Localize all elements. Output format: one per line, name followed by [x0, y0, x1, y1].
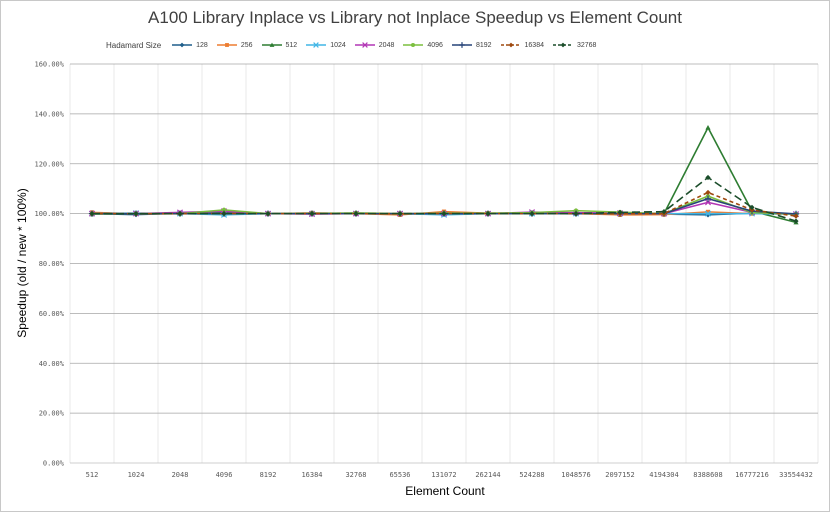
legend-swatch	[261, 42, 282, 47]
legend-label: 32768	[576, 41, 597, 49]
x-tick-label: 4096	[216, 471, 233, 479]
series-512	[89, 124, 799, 225]
x-tick-label: 65536	[389, 471, 410, 479]
y-tick-label: 80.00%	[39, 260, 65, 268]
legend-item: 2048	[354, 41, 395, 49]
y-tick-label: 120.00%	[34, 160, 64, 168]
legend-swatch	[354, 42, 375, 48]
data-point	[793, 218, 799, 224]
x-tick-label: 131072	[431, 471, 456, 479]
data-point	[705, 209, 711, 214]
data-point	[573, 211, 579, 217]
chart-title: A100 Library Inplace vs Library not Inpl…	[148, 8, 682, 27]
data-point	[221, 211, 227, 217]
legend-label: 256	[240, 41, 253, 49]
x-tick-label: 8388608	[693, 471, 723, 479]
legend-item: 16384	[500, 41, 544, 49]
x-tick-label: 1024	[128, 471, 145, 479]
legend-label: 4096	[427, 41, 443, 49]
legend-item: 1024	[305, 41, 346, 49]
y-tick-label: 0.00%	[43, 460, 65, 468]
legend-item: 128	[171, 41, 208, 49]
x-tick-label: 524288	[519, 471, 544, 479]
data-point	[309, 211, 315, 217]
legend-swatch	[216, 43, 237, 47]
x-tick-label: 16777216	[735, 471, 769, 479]
legend-item: 32768	[552, 41, 596, 49]
data-point	[749, 204, 755, 210]
legend-title: Hadamard Size	[106, 40, 162, 50]
data-point	[179, 42, 185, 48]
x-tick-label: 262144	[475, 471, 500, 479]
x-tick-label: 2097152	[605, 471, 635, 479]
data-point	[397, 211, 403, 217]
data-point	[411, 42, 416, 48]
data-point	[89, 211, 95, 217]
y-tick-label: 160.00%	[34, 61, 64, 69]
legend-label: 1024	[330, 41, 346, 49]
data-point	[793, 213, 799, 219]
legend-swatch	[172, 42, 193, 48]
legend-item: 512	[261, 41, 298, 49]
x-tick-label: 1048576	[561, 471, 591, 479]
legend-swatch	[451, 42, 472, 48]
x-axis-label: Element Count	[405, 484, 485, 498]
data-point	[485, 211, 491, 217]
x-tick-label: 512	[86, 471, 99, 479]
data-point	[508, 42, 513, 48]
legend-label: 512	[285, 41, 298, 49]
legend-item: 4096	[402, 41, 443, 49]
data-point	[704, 199, 712, 206]
data-point	[361, 42, 368, 48]
data-point	[705, 124, 711, 130]
data-point	[617, 209, 623, 215]
data-point	[353, 211, 359, 217]
y-tick-label: 100.00%	[34, 210, 64, 218]
legend: Hadamard Size 128 256 512 1024 2048 4096 8192 1…	[106, 38, 604, 52]
data-point	[221, 207, 227, 213]
data-point	[313, 42, 320, 48]
legend-swatch	[552, 42, 573, 48]
data-point	[705, 174, 711, 181]
y-tick-label: 60.00%	[39, 310, 65, 318]
data-point	[704, 195, 712, 202]
data-point	[177, 211, 183, 217]
data-point	[661, 209, 667, 215]
legend-swatch	[500, 42, 521, 48]
legend-item: 8192	[451, 41, 492, 49]
legend-label: 16384	[524, 41, 544, 49]
data-point	[705, 189, 711, 196]
legend-label: 2048	[378, 41, 395, 49]
data-point	[529, 211, 535, 217]
data-point	[269, 42, 274, 47]
data-point	[224, 43, 229, 47]
data-point	[441, 211, 447, 217]
legend-swatch	[403, 42, 424, 48]
x-tick-label: 4194304	[649, 471, 679, 479]
legend-label: 8192	[475, 41, 492, 49]
data-point	[133, 211, 139, 217]
legend-item: 256	[216, 41, 253, 49]
series-32768	[89, 174, 799, 224]
x-tick-label: 2048	[172, 471, 189, 479]
legend-label: 128	[196, 41, 208, 49]
x-tick-label: 16384	[301, 471, 322, 479]
y-tick-label: 20.00%	[39, 410, 65, 418]
x-tick-label: 32768	[345, 471, 366, 479]
x-tick-label: 33554432	[779, 471, 813, 479]
data-point	[704, 210, 712, 217]
x-tick-label: 8192	[260, 471, 277, 479]
legend-swatch	[306, 42, 327, 48]
data-point	[560, 42, 566, 48]
series-line	[91, 126, 797, 224]
y-tick-label: 40.00%	[39, 360, 65, 368]
y-tick-label: 140.00%	[34, 110, 64, 118]
data-point	[265, 211, 271, 217]
data-point	[459, 42, 465, 48]
